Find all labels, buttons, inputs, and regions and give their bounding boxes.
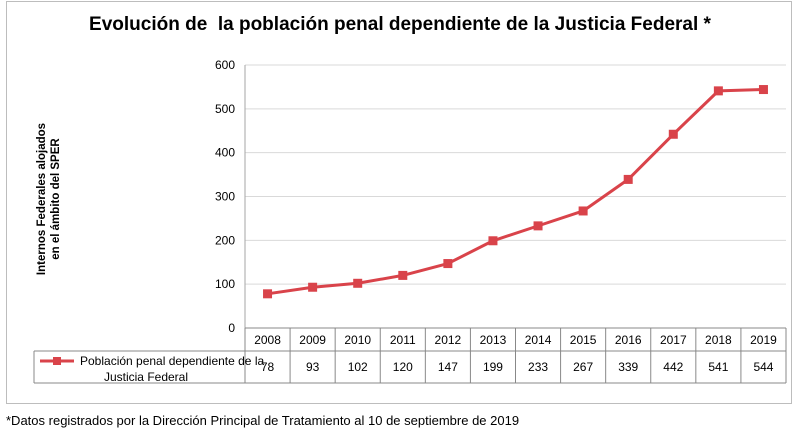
x-tick-label: 2011: [390, 333, 416, 347]
x-tick-label: 2013: [480, 333, 507, 347]
x-tick-label: 2012: [435, 333, 462, 347]
x-tick-label: 2018: [705, 333, 732, 347]
y-tick-label: 600: [215, 58, 235, 72]
data-point: [713, 86, 723, 96]
data-label: 541: [708, 360, 728, 374]
legend-label-line-2: Justicia Federal: [104, 370, 188, 384]
data-point: [533, 221, 543, 231]
data-point: [308, 282, 318, 292]
data-label: 442: [663, 360, 683, 374]
line-chart: 0 100 200 300 400 500 600 2008 78 2009 93 2010 102 20…: [33, 58, 787, 384]
data-label: 267: [573, 360, 593, 374]
data-label: 102: [348, 360, 368, 374]
data-point: [623, 174, 633, 184]
y-tick-label: 500: [215, 102, 235, 116]
data-label: 199: [483, 360, 503, 374]
data-label: 78: [261, 360, 275, 374]
chart-frame: [6, 1, 792, 404]
x-tick-label: 2010: [344, 333, 371, 347]
y-tick-label: 300: [215, 190, 235, 204]
legend-marker: [53, 357, 61, 365]
data-point: [263, 289, 273, 299]
x-tick-label: 2009: [299, 333, 326, 347]
x-tick-label: 2008: [254, 333, 281, 347]
x-tick-label: 2017: [660, 333, 687, 347]
data-label: 544: [753, 360, 773, 374]
y-tick-label: 400: [215, 146, 235, 160]
x-tick-label: 2015: [570, 333, 597, 347]
data-label: 93: [306, 360, 320, 374]
data-point: [488, 236, 498, 246]
x-tick-label: 2014: [525, 333, 552, 347]
y-tick-label: 200: [215, 233, 235, 247]
series-line: [267, 88, 764, 296]
x-tick-label: 2019: [750, 333, 777, 347]
data-label: 120: [393, 360, 413, 374]
legend-label-line-1: Población penal dependiente de la: [80, 354, 264, 368]
data-point: [353, 278, 363, 288]
footnote: *Datos registrados por la Dirección Prin…: [6, 413, 520, 428]
y-tick-label: 0: [228, 321, 235, 335]
x-tick-label: 2016: [615, 333, 642, 347]
chart-title: Evolución de la población penal dependie…: [89, 14, 711, 35]
data-label: 233: [528, 360, 548, 374]
data-point: [758, 85, 768, 95]
data-point: [578, 206, 588, 216]
data-point: [668, 129, 678, 139]
y-tick-label: 100: [215, 277, 235, 291]
data-point: [443, 259, 453, 269]
data-label: 339: [618, 360, 638, 374]
data-point: [398, 270, 408, 280]
data-label: 147: [438, 360, 458, 374]
